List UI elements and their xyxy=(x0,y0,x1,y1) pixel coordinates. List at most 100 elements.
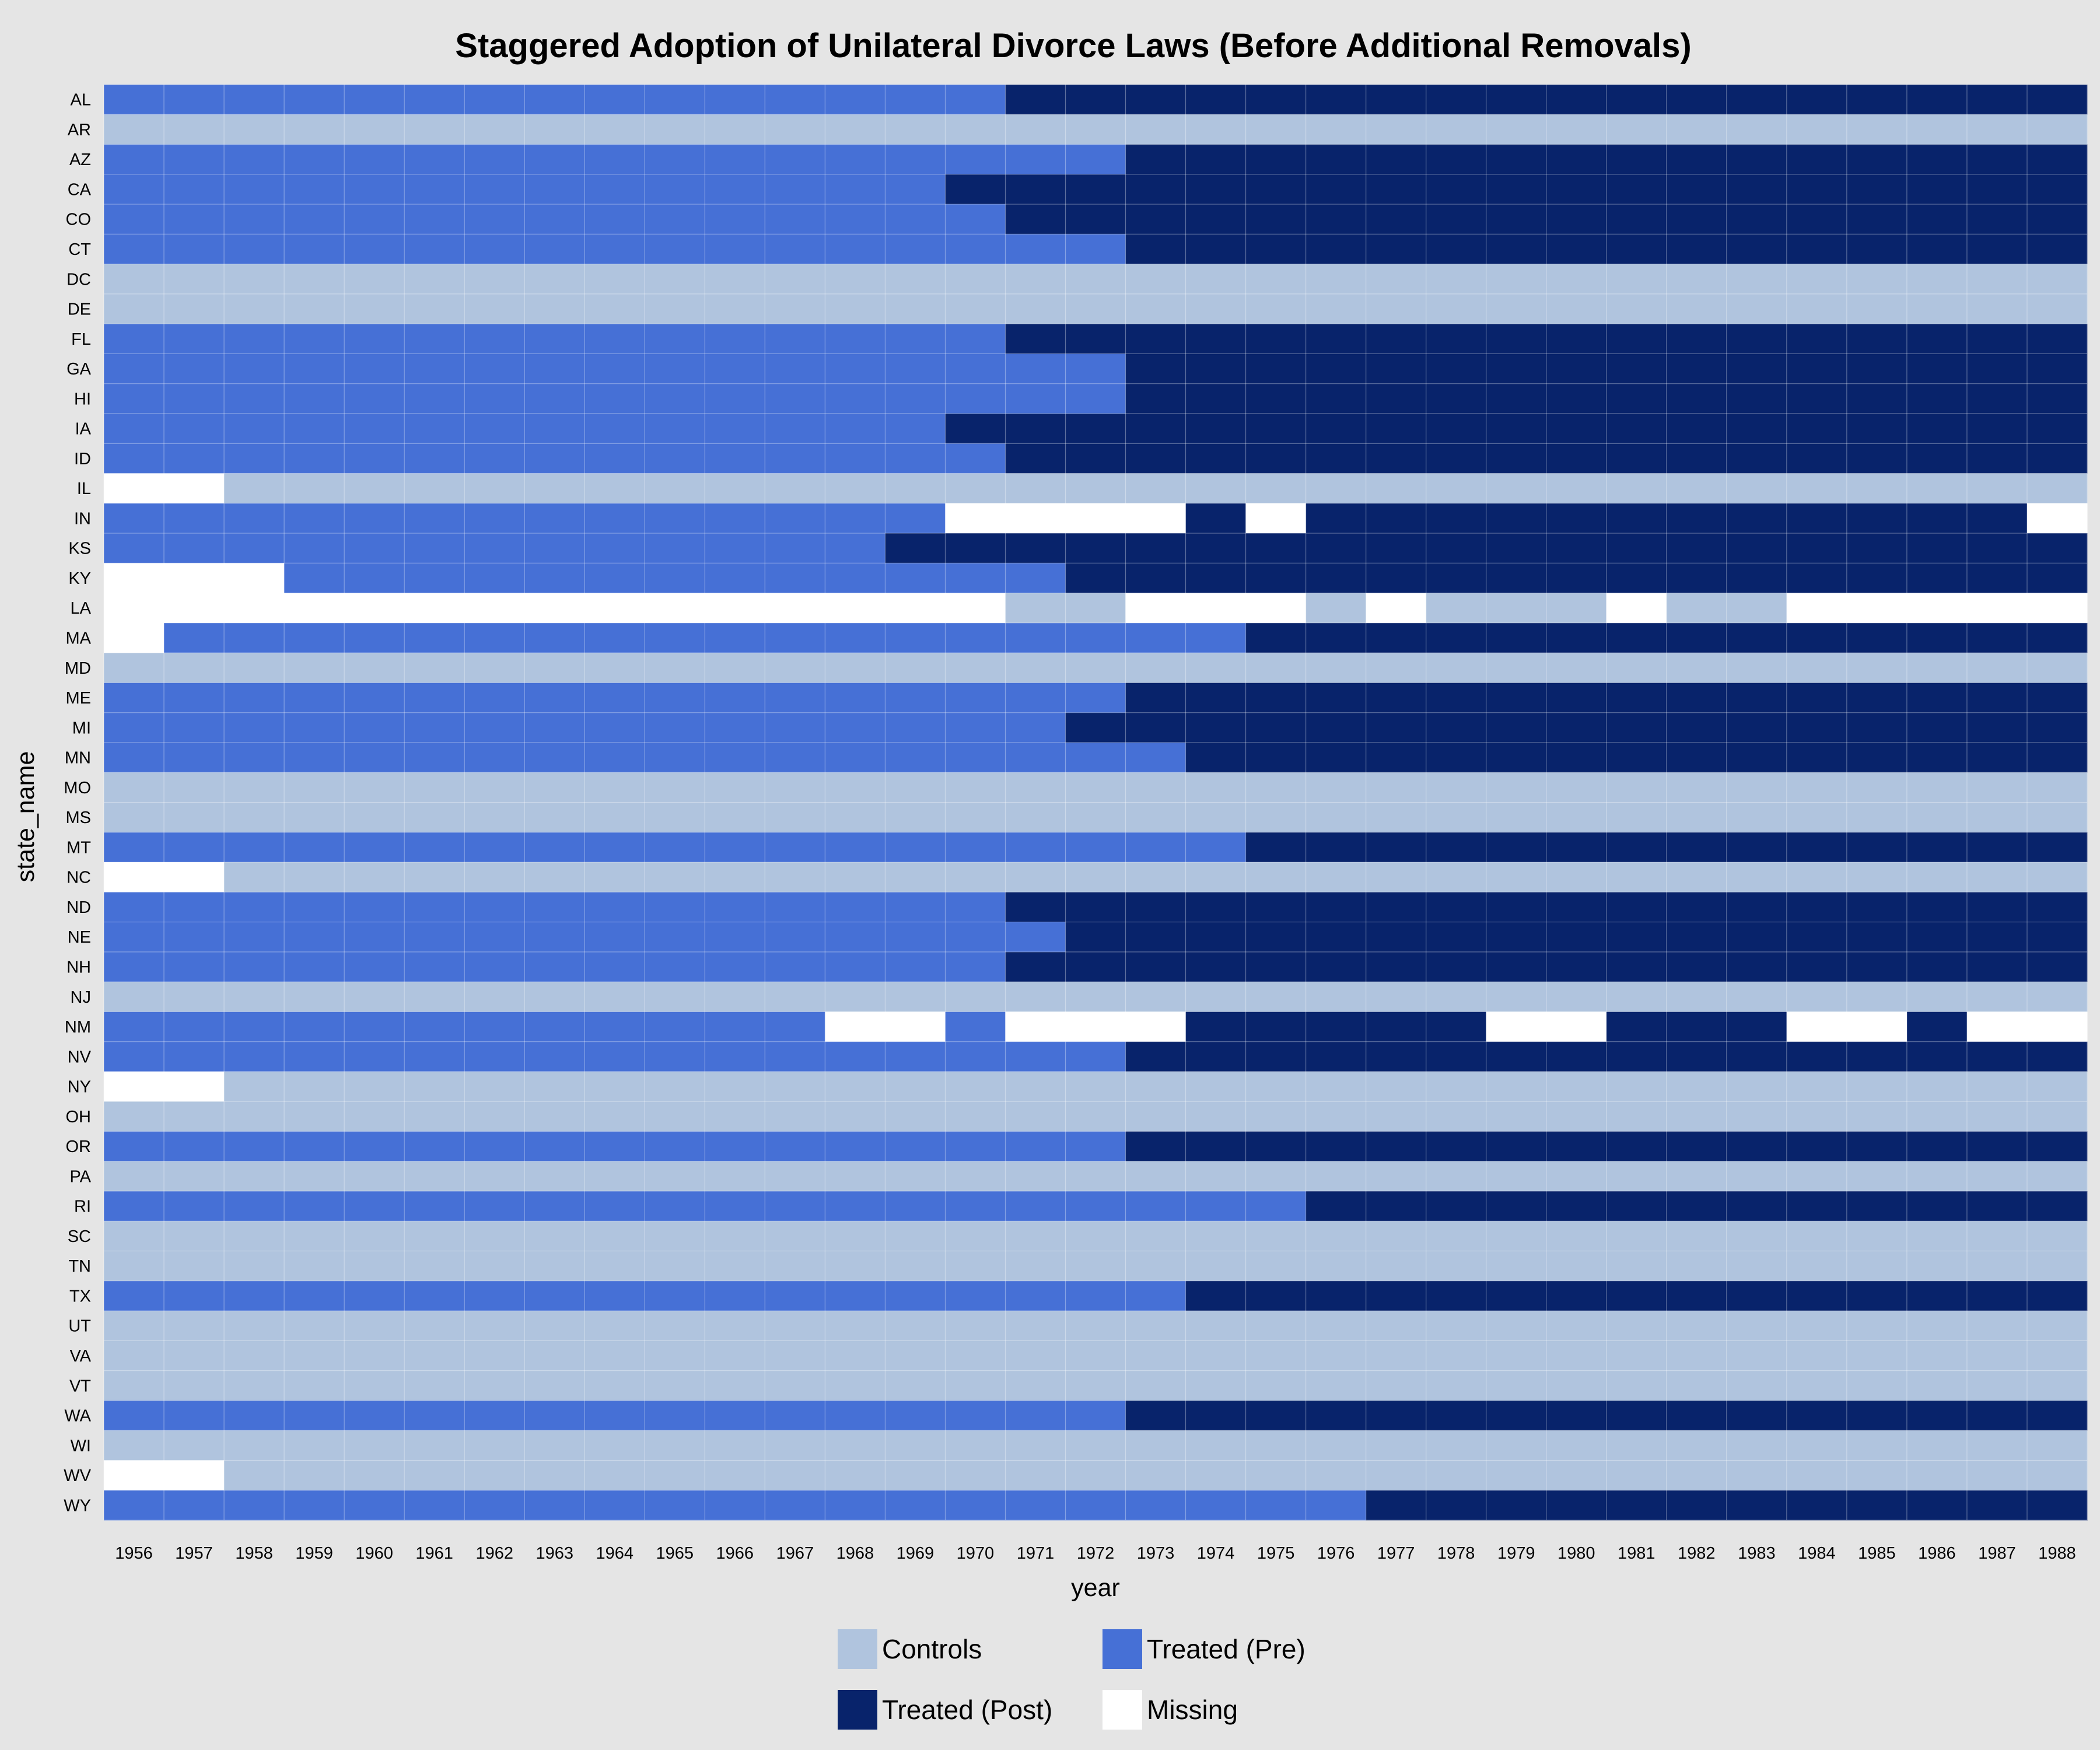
heatmap-cell xyxy=(104,922,164,953)
x-tick-label: 1976 xyxy=(1317,1544,1355,1563)
heatmap-cell xyxy=(1906,563,1968,594)
heatmap-cell xyxy=(524,1101,585,1132)
heatmap-cell xyxy=(284,982,345,1012)
heatmap-cell xyxy=(1005,413,1066,444)
heatmap-cell xyxy=(1426,264,1487,295)
heatmap-cell xyxy=(2027,653,2088,683)
heatmap-cell xyxy=(1786,1340,1847,1371)
heatmap-cell xyxy=(1546,982,1607,1012)
heatmap-cell xyxy=(1185,832,1247,863)
heatmap-cell xyxy=(1966,772,2028,803)
heatmap-cell xyxy=(1846,1430,1908,1461)
heatmap-cell xyxy=(1125,832,1186,863)
heatmap-cell xyxy=(284,1400,345,1431)
heatmap-cell xyxy=(1486,1340,1547,1371)
heatmap-cell xyxy=(1726,1191,1787,1222)
heatmap-cell xyxy=(1306,1311,1367,1341)
heatmap-cell xyxy=(524,1311,585,1341)
heatmap-cell xyxy=(1906,1161,1968,1192)
heatmap-cell xyxy=(1366,742,1427,773)
heatmap-cell xyxy=(705,1460,765,1491)
heatmap-cell xyxy=(404,324,465,354)
heatmap-cell xyxy=(1125,1251,1186,1282)
heatmap-cell xyxy=(1125,772,1186,803)
heatmap-cell xyxy=(1125,1161,1186,1192)
heatmap-cell xyxy=(1125,922,1186,953)
heatmap-cell xyxy=(464,1311,525,1341)
heatmap-cell xyxy=(1666,622,1727,653)
heatmap-cell xyxy=(1966,1191,2028,1222)
heatmap-cell xyxy=(584,1221,645,1252)
heatmap-cell xyxy=(645,832,705,863)
heatmap-cell xyxy=(464,234,525,265)
heatmap-cell xyxy=(645,533,705,564)
heatmap-cell xyxy=(1486,1460,1547,1491)
heatmap-cell xyxy=(1666,114,1727,145)
heatmap-cell xyxy=(1366,144,1427,175)
heatmap-cell xyxy=(2027,324,2088,354)
heatmap-cell xyxy=(1366,204,1427,235)
heatmap-cell xyxy=(1726,324,1787,354)
heatmap-cell xyxy=(945,473,1006,504)
heatmap-cell xyxy=(1666,1490,1727,1521)
heatmap-cell xyxy=(344,1460,405,1491)
heatmap-cell xyxy=(825,922,886,953)
heatmap-cell xyxy=(1245,114,1307,145)
heatmap-cell xyxy=(1606,533,1667,564)
heatmap-cell xyxy=(1906,503,1968,534)
legend-swatch xyxy=(838,1690,877,1730)
heatmap-cell xyxy=(404,1280,465,1311)
heatmap-cell xyxy=(1906,324,1968,354)
heatmap-cell xyxy=(104,802,164,833)
heatmap-cell xyxy=(1546,1460,1607,1491)
y-tick-label: OR xyxy=(66,1138,92,1156)
heatmap-cell xyxy=(584,264,645,295)
heatmap-cell xyxy=(1185,1101,1247,1132)
heatmap-cell xyxy=(2027,85,2088,115)
x-tick-label: 1981 xyxy=(1618,1544,1656,1563)
heatmap-cell xyxy=(1846,951,1908,982)
heatmap-cell xyxy=(1966,922,2028,953)
heatmap-cell xyxy=(1065,862,1126,892)
heatmap-cell xyxy=(2027,503,2088,534)
heatmap-cell xyxy=(1366,1280,1427,1311)
heatmap-cell xyxy=(1666,443,1727,474)
heatmap-cell xyxy=(464,144,525,175)
heatmap-cell xyxy=(104,832,164,863)
heatmap-cell xyxy=(224,293,285,324)
heatmap-cell xyxy=(1606,862,1667,892)
heatmap-cell xyxy=(2027,682,2088,713)
heatmap-cell xyxy=(584,1101,645,1132)
heatmap-cell xyxy=(1005,1340,1066,1371)
heatmap-cell xyxy=(2027,1311,2088,1341)
heatmap-cell xyxy=(164,293,225,324)
heatmap-cell xyxy=(945,832,1006,863)
heatmap-cell xyxy=(885,802,946,833)
heatmap-cell xyxy=(1065,114,1126,145)
heatmap-cell xyxy=(344,443,405,474)
heatmap-cell xyxy=(1786,1191,1847,1222)
heatmap-cell xyxy=(1666,802,1727,833)
heatmap-cell xyxy=(1846,264,1908,295)
heatmap-cell xyxy=(1786,1071,1847,1102)
heatmap-cell xyxy=(825,1430,886,1461)
heatmap-cell xyxy=(464,533,525,564)
heatmap-cell xyxy=(1426,324,1487,354)
heatmap-cell xyxy=(1306,324,1367,354)
heatmap-cell xyxy=(284,1101,345,1132)
heatmap-cell xyxy=(284,682,345,713)
heatmap-cell xyxy=(344,1400,405,1431)
heatmap-cell xyxy=(825,1251,886,1282)
heatmap-cell xyxy=(224,1400,285,1431)
heatmap-cell xyxy=(1786,862,1847,892)
heatmap-cell xyxy=(584,951,645,982)
heatmap-cell xyxy=(705,324,765,354)
heatmap-cell xyxy=(1786,1460,1847,1491)
heatmap-cell xyxy=(1245,144,1307,175)
heatmap-cell xyxy=(945,1460,1006,1491)
heatmap-cell xyxy=(1846,1490,1908,1521)
heatmap-cell xyxy=(1065,1400,1126,1431)
heatmap-cell xyxy=(1606,473,1667,504)
heatmap-cell xyxy=(1666,1012,1727,1042)
heatmap-cell xyxy=(284,443,345,474)
